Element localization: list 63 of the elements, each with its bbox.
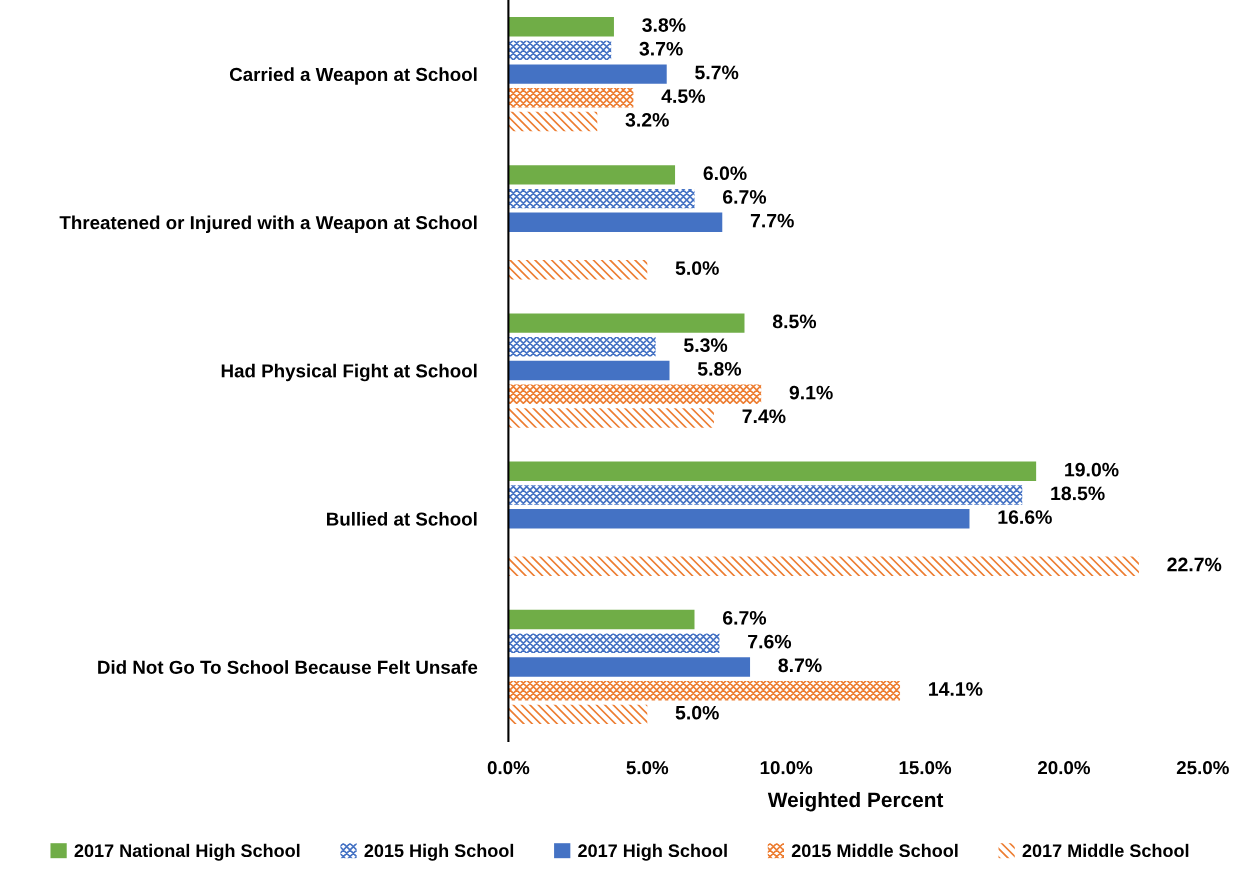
bar	[508, 188, 695, 209]
bar	[508, 212, 723, 233]
bar	[508, 88, 634, 108]
data-label: 18.5%	[1051, 486, 1105, 501]
y-tick-label: Bullied at School	[327, 511, 477, 526]
data-label: 3.8%	[642, 18, 686, 32]
bar	[508, 633, 720, 653]
data-label: 5.0%	[675, 705, 719, 720]
y-tick-label: Carried a Weapon at School	[229, 67, 477, 85]
data-label: 9.1%	[789, 385, 833, 400]
x-tick-label: 5.0%	[626, 761, 669, 775]
data-label: 5.8%	[697, 361, 742, 376]
data-label: 7.7%	[750, 213, 794, 228]
bar	[508, 509, 970, 529]
legend-label: 2017 High School	[578, 843, 727, 861]
data-label: 16.6%	[998, 510, 1052, 524]
data-label: 5.0%	[675, 261, 719, 275]
y-tick-label: Threatened or Injured with a Weapon at School	[59, 215, 477, 233]
legend-label: 2015 High School	[364, 843, 514, 861]
bar	[508, 485, 1023, 505]
legend-label: 2017 National High School	[74, 843, 300, 861]
bar	[508, 556, 1139, 576]
x-tick-label: 10.0%	[760, 761, 813, 775]
bar	[508, 165, 676, 185]
data-label: 19.0%	[1065, 462, 1119, 477]
bar	[508, 111, 598, 132]
x-tick-label: 20.0%	[1037, 761, 1091, 775]
bar	[508, 657, 751, 677]
legend-label: 2015 Middle School	[791, 843, 958, 858]
bar	[508, 704, 648, 725]
data-label: 8.7%	[778, 658, 822, 673]
data-label: 5.3%	[683, 338, 728, 353]
bar	[508, 313, 745, 333]
bar	[508, 609, 695, 630]
data-label: 7.4%	[742, 409, 786, 424]
data-label: 6.7%	[722, 610, 767, 625]
bar	[508, 40, 612, 61]
data-label: 6.7%	[722, 190, 767, 204]
bar	[508, 260, 648, 280]
data-label: 6.0%	[703, 166, 747, 181]
bar	[508, 64, 667, 84]
data-label: 5.7%	[695, 65, 739, 80]
x-tick-label: 15.0%	[899, 761, 952, 775]
bar	[508, 337, 656, 357]
x-axis-title: Weighted Percent	[767, 791, 944, 812]
data-label: 3.2%	[625, 112, 669, 127]
data-label: 4.5%	[661, 89, 705, 104]
x-tick-label: 0.0%	[487, 761, 530, 775]
x-tick-label: 25.0%	[1176, 761, 1229, 775]
data-label: 3.7%	[639, 41, 683, 56]
data-label: 8.5%	[772, 314, 817, 329]
y-tick-label: Did Not Go To School Because Felt Unsafe	[98, 660, 478, 674]
data-label: 14.1%	[929, 682, 983, 696]
data-label: 7.6%	[748, 634, 792, 649]
y-tick-label: Had Physical Fight at School	[221, 363, 477, 382]
bar	[508, 16, 614, 37]
bar	[508, 384, 762, 404]
bar	[508, 360, 670, 381]
data-label: 22.7%	[1167, 557, 1222, 572]
legend-label: 2017 Middle School	[1022, 843, 1189, 858]
bar	[508, 680, 901, 701]
bar	[508, 461, 1037, 482]
bar	[508, 408, 714, 428]
